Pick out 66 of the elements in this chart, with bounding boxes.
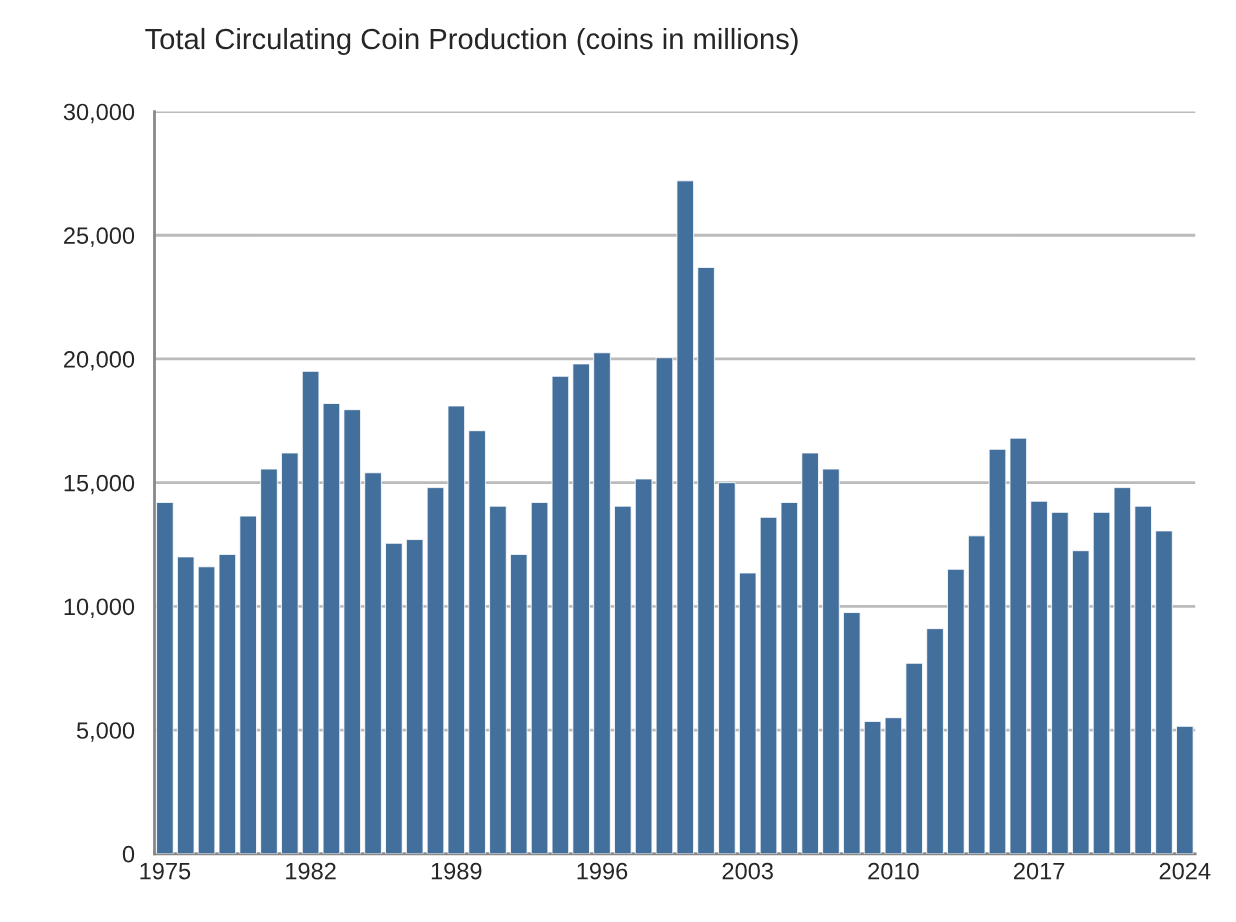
bar [426,487,445,854]
bar [801,452,819,854]
bar [322,403,341,854]
bar [759,516,778,854]
bar [1009,437,1028,854]
bar [863,720,882,854]
bar [218,553,237,854]
bar [301,370,320,854]
y-tick-label: 20,000 [64,351,135,371]
bar [822,468,840,854]
bar [1155,530,1173,854]
bar [655,357,674,854]
x-tick-label: 2010 [868,862,919,880]
y-tick-label: 15,000 [64,474,135,495]
bar [1051,511,1069,854]
bar [697,267,715,854]
y-tick-label: 0 [122,845,135,863]
bar [780,502,799,854]
bar [593,352,611,854]
bar [905,662,923,854]
bar [239,515,257,854]
bar [614,505,632,854]
bar [260,468,278,854]
bar [405,539,424,854]
x-tick-label: 1982 [286,862,336,880]
bar [343,409,361,854]
bar [281,452,299,854]
bar [676,180,695,854]
x-tick-label: 2017 [1014,862,1065,880]
bar [718,482,736,854]
bar [551,375,570,854]
bar [988,448,1007,854]
bar [947,568,965,854]
bar [1071,550,1090,854]
x-tick-label: 1989 [431,862,482,880]
bar [156,502,174,854]
x-tick-label: 2003 [722,862,773,880]
chart-title: Total Circulating Coin Production (coins in millions) [145,27,798,56]
y-tick-label: 10,000 [64,598,135,618]
y-tick-label: 25,000 [64,227,135,247]
bar [489,505,507,854]
bar [447,405,466,854]
bar [468,430,486,854]
bar [884,717,903,854]
bar [926,628,944,854]
bar [843,612,861,854]
x-tick-label: 2024 [1159,862,1211,880]
bar [634,478,653,854]
x-tick-label: 1975 [140,862,191,880]
bar [1176,725,1194,854]
bar [385,542,403,854]
bar [510,553,528,854]
bar [738,572,757,854]
y-tick-label: 30,000 [63,103,135,124]
bar [176,556,195,854]
bar [530,502,549,854]
bar [967,535,986,854]
bar [1113,487,1132,854]
bar [1134,505,1152,854]
x-tick-label: 1996 [577,862,628,880]
y-tick-label: 5,000 [76,722,135,742]
bar [364,472,382,854]
bar [197,566,216,854]
bar [1092,511,1111,854]
bar [572,363,590,854]
bar [1030,500,1048,854]
